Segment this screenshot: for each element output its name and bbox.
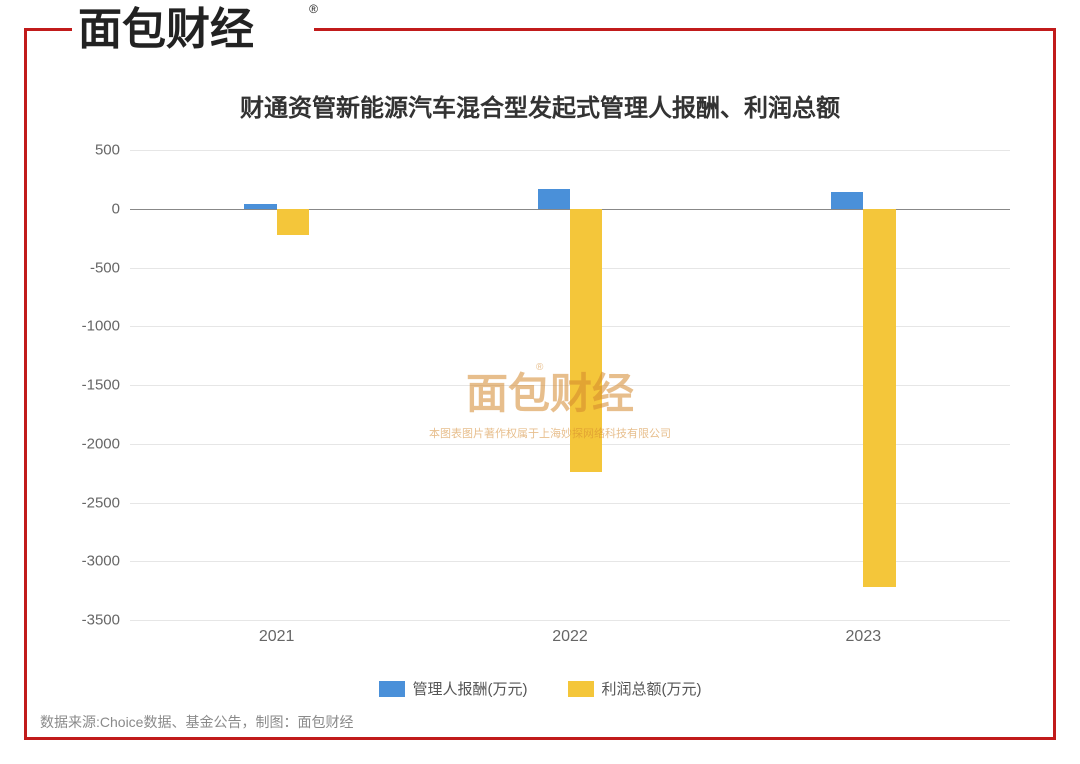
brand-logo-svg: 面包财经 (78, 4, 308, 54)
y-tick-label: -2500 (82, 494, 120, 511)
y-tick-label: -1500 (82, 377, 120, 394)
x-tick-label: 2021 (259, 628, 295, 646)
y-tick-label: -1000 (82, 318, 120, 335)
chart-title: 财通资管新能源汽车混合型发起式管理人报酬、利润总额 (0, 88, 1080, 123)
bar (863, 209, 895, 587)
brand-logo: 面包财经 ® (72, 4, 314, 54)
y-tick-label: 0 (112, 200, 120, 217)
bar (570, 209, 602, 472)
brand-logo-text: 面包财经 (78, 5, 254, 54)
y-tick-label: -2000 (82, 435, 120, 452)
gridline (130, 150, 1010, 151)
bar (277, 209, 309, 235)
legend-item: 管理人报酬(万元) (379, 678, 528, 699)
y-tick-label: 500 (95, 142, 120, 159)
legend-label: 管理人报酬(万元) (413, 678, 528, 699)
y-tick-label: -3000 (82, 553, 120, 570)
legend-label: 利润总额(万元) (602, 678, 702, 699)
bar (538, 189, 570, 209)
y-tick-label: -3500 (82, 612, 120, 629)
legend-item: 利润总额(万元) (568, 678, 702, 699)
x-tick-label: 2023 (846, 628, 882, 646)
y-tick-label: -500 (90, 259, 120, 276)
brand-registered-mark: ® (309, 2, 318, 16)
x-tick-label: 2022 (552, 628, 588, 646)
chart-plot-area: 5000-500-1000-1500-2000-2500-3000-350020… (130, 150, 1010, 620)
bar (244, 204, 276, 209)
legend-swatch (568, 681, 594, 697)
chart-legend: 管理人报酬(万元) 利润总额(万元) (0, 678, 1080, 699)
source-text: 数据来源:Choice数据、基金公告，制图：面包财经 (40, 712, 353, 732)
bar (831, 192, 863, 208)
gridline (130, 620, 1010, 621)
legend-swatch (379, 681, 405, 697)
